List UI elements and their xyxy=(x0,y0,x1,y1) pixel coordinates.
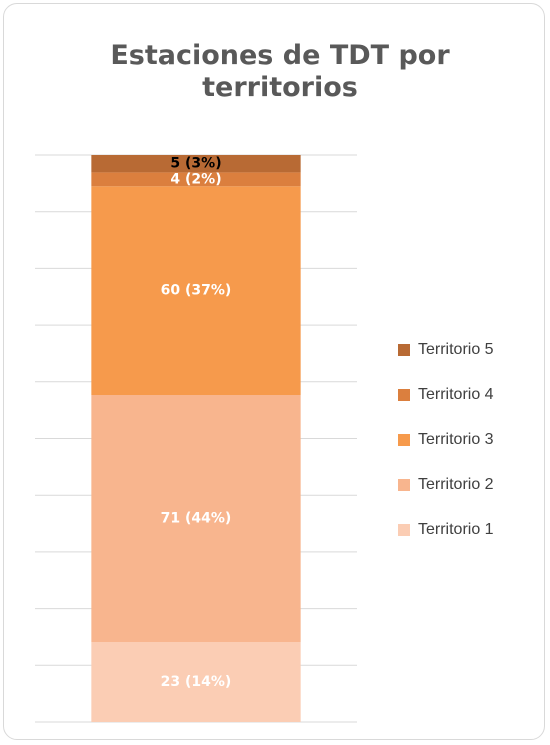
chart-title: Estaciones de TDT por territorios xyxy=(110,40,450,103)
legend-label: Territorio 3 xyxy=(418,431,494,448)
data-label: 23 (14%) xyxy=(161,674,232,690)
legend-swatch xyxy=(398,434,410,446)
chart-card xyxy=(3,3,545,740)
bar-segment xyxy=(91,155,301,173)
legend-label: Territorio 1 xyxy=(418,521,494,538)
legend-swatch xyxy=(398,524,410,536)
bar-segment xyxy=(91,395,301,642)
legend-label: Territorio 5 xyxy=(418,341,494,358)
legend-swatch xyxy=(398,479,410,491)
legend-swatch xyxy=(398,344,410,356)
bar-segment xyxy=(91,641,301,722)
data-label: 71 (44%) xyxy=(161,511,232,527)
data-label: 5 (3%) xyxy=(170,156,221,172)
data-label: 60 (37%) xyxy=(161,283,232,299)
legend-label: Territorio 2 xyxy=(418,476,494,493)
data-label: 4 (2%) xyxy=(170,171,221,187)
legend-swatch xyxy=(398,389,410,401)
bar-segment xyxy=(91,172,301,187)
legend-label: Territorio 4 xyxy=(418,386,494,403)
bar-segment xyxy=(91,186,301,396)
